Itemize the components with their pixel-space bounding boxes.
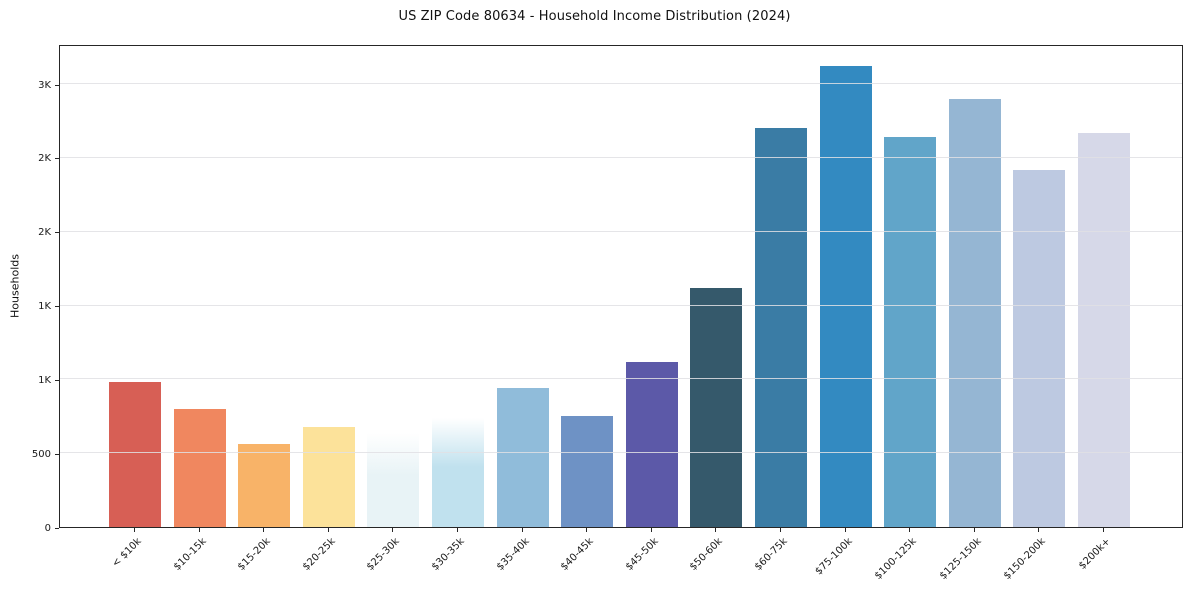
plot-area bbox=[59, 45, 1183, 528]
bar-30-35k bbox=[432, 417, 484, 527]
bar-10-15k bbox=[173, 408, 226, 527]
x-tick-mark bbox=[909, 528, 911, 532]
x-tick-mark bbox=[457, 528, 458, 532]
y-tick-mark bbox=[55, 453, 59, 455]
x-tick-mark bbox=[650, 528, 652, 532]
x-tick-mark bbox=[263, 528, 265, 532]
x-tick-mark bbox=[392, 528, 394, 532]
bar-125-150k bbox=[948, 98, 1001, 527]
y-tick-label: 500 bbox=[31, 448, 51, 460]
y-tick-label: 3K bbox=[38, 79, 51, 91]
bar-100-125k bbox=[884, 137, 937, 527]
bar-20-25k bbox=[302, 426, 355, 527]
bar-75-100k bbox=[819, 66, 872, 527]
x-tick-label: < $10k bbox=[110, 536, 144, 570]
x-tick-mark bbox=[134, 528, 135, 532]
y-tick-mark bbox=[55, 232, 59, 234]
chart-title: US ZIP Code 80634 - Household Income Dis… bbox=[398, 9, 791, 24]
bar-25-30k bbox=[367, 432, 420, 527]
bar-10k bbox=[109, 382, 161, 527]
x-tick-mark bbox=[327, 528, 329, 532]
y-tick-mark bbox=[55, 306, 59, 307]
y-tick-mark bbox=[55, 379, 59, 381]
y-tick-mark bbox=[55, 158, 59, 160]
gridline-3000 bbox=[60, 83, 1182, 85]
bar-200k bbox=[1078, 132, 1130, 527]
y-tick-mark bbox=[55, 527, 59, 529]
y-tick-label: 0 bbox=[44, 522, 51, 534]
gridline-500 bbox=[60, 452, 1182, 454]
x-tick-mark bbox=[521, 528, 523, 532]
gridline-1000 bbox=[60, 378, 1182, 380]
x-tick-mark bbox=[715, 528, 717, 532]
bar-60-75k bbox=[755, 128, 807, 527]
y-tick-label: 2K bbox=[38, 227, 51, 239]
x-tick-mark bbox=[844, 528, 846, 532]
bar-40-45k bbox=[561, 416, 614, 527]
x-tick-mark bbox=[973, 528, 975, 532]
bar-35-40k bbox=[496, 388, 549, 527]
bar-150-200k bbox=[1013, 169, 1066, 527]
gridline-1500 bbox=[60, 304, 1182, 306]
y-tick-label: 1K bbox=[38, 301, 51, 312]
bar-45-50k bbox=[625, 361, 678, 527]
y-tick-mark bbox=[55, 84, 59, 86]
x-tick-mark bbox=[780, 528, 781, 532]
bar-50-60k bbox=[690, 287, 743, 527]
x-tick-mark bbox=[1038, 528, 1040, 532]
gridline-2000 bbox=[60, 230, 1182, 232]
x-tick-mark bbox=[198, 528, 200, 532]
bar-15-20k bbox=[238, 444, 291, 527]
x-tick-mark bbox=[586, 528, 588, 532]
y-tick-label: 1K bbox=[38, 374, 51, 386]
x-tick-mark bbox=[1103, 528, 1104, 532]
y-tick-label: 2K bbox=[38, 153, 51, 165]
gridline-2500 bbox=[60, 156, 1182, 158]
